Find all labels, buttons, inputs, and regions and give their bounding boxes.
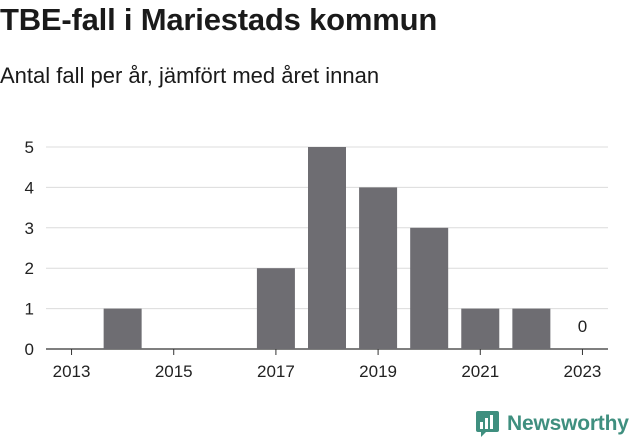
chart-subtitle: Antal fall per år, jämfört med året inna… (0, 63, 380, 88)
y-tick-label: 1 (25, 300, 34, 319)
x-tick-label: 2019 (359, 362, 397, 381)
bar-2018 (308, 147, 346, 349)
newsworthy-logo-icon (476, 411, 499, 437)
x-tick-label: 2013 (53, 362, 91, 381)
y-tick-label: 0 (25, 340, 34, 359)
data-label: 0 (578, 317, 587, 336)
bar-2017 (256, 268, 295, 349)
brand-name: Newsworthy (507, 412, 629, 435)
y-tick-label: 5 (25, 138, 34, 157)
bar-2019 (359, 187, 398, 349)
y-tick-label: 3 (25, 219, 34, 238)
bar-2022 (512, 308, 551, 349)
bars (103, 147, 551, 349)
x-tick-label: 2017 (257, 362, 295, 381)
annotations: 0 (578, 317, 587, 336)
y-tick-label: 2 (25, 259, 34, 278)
x-tick-label: 2021 (461, 362, 499, 381)
chart-title: TBE-fall i Mariestads kommun (0, 2, 438, 37)
bar-2014 (103, 308, 142, 349)
newsworthy-logo: Newsworthy (476, 409, 629, 439)
y-axis-ticks: 0 1 2 3 4 5 (25, 138, 34, 359)
bar-2020 (410, 227, 449, 349)
y-tick-label: 4 (25, 178, 34, 197)
bar-2021 (461, 308, 500, 349)
x-tick-label: 2015 (155, 362, 193, 381)
x-tick-label: 2023 (564, 362, 602, 381)
x-axis-ticks: 2013 2015 2017 2019 2021 2023 (53, 349, 602, 381)
